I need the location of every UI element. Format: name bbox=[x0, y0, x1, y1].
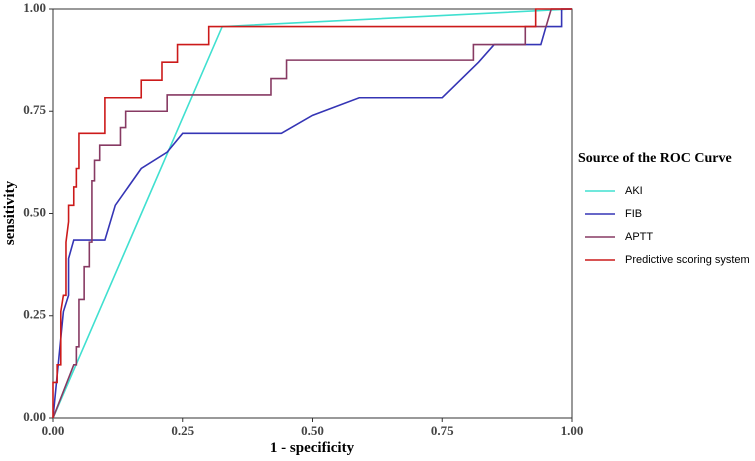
y-tick-label: 0.00 bbox=[23, 409, 46, 424]
x-axis-title: 1 - specificity bbox=[270, 440, 355, 456]
y-tick-label: 0.25 bbox=[23, 307, 46, 322]
x-tick-label: 0.00 bbox=[42, 423, 65, 438]
legend-label: FIB bbox=[625, 208, 642, 220]
x-tick-label: 1.00 bbox=[561, 423, 584, 438]
x-tick-label: 0.50 bbox=[301, 423, 324, 438]
x-tick-label: 0.25 bbox=[171, 423, 194, 438]
y-axis-title: sensitivity bbox=[2, 180, 18, 245]
legend-title: Source of the ROC Curve bbox=[578, 151, 732, 166]
roc-line bbox=[52, 8, 572, 419]
legend-label: Predictive scoring system bbox=[625, 254, 750, 266]
y-tick-label: 0.50 bbox=[23, 204, 46, 219]
legend-label: AKI bbox=[625, 185, 643, 197]
plot-frame bbox=[52, 8, 573, 419]
roc-line bbox=[52, 8, 572, 419]
y-tick-label: 1.00 bbox=[23, 0, 46, 15]
roc-line bbox=[52, 8, 572, 418]
y-tick-label: 0.75 bbox=[23, 102, 46, 117]
legend-label: APTT bbox=[625, 231, 653, 243]
x-tick-label: 0.75 bbox=[431, 423, 454, 438]
